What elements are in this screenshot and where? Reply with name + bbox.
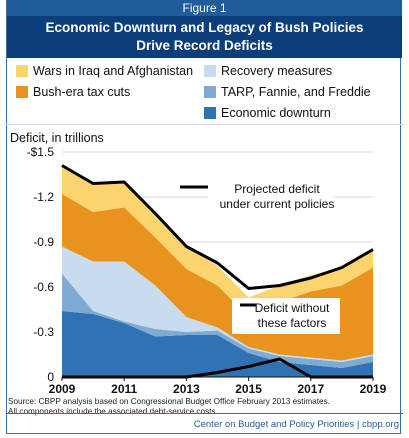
legend-label-recovery: Recovery measures xyxy=(221,64,333,78)
y-axis-label: Deficit, in trillions xyxy=(10,131,104,145)
legend-swatch-wars xyxy=(16,65,28,77)
annotation-projected-text: under current policies xyxy=(220,197,335,211)
area-wars-in-iraq-and-afghanistan xyxy=(62,165,373,317)
annotation-without-factors-text: these factors xyxy=(258,316,327,330)
annotation-projected-text: Projected deficit xyxy=(234,182,320,196)
y-tick-label: -0.6 xyxy=(33,280,54,294)
annotation-projected-box xyxy=(208,179,334,213)
legend-label-tax-cuts: Bush-era tax cuts xyxy=(33,85,131,99)
source-line-2: All components include the associated de… xyxy=(8,407,216,416)
legend-swatch-recovery xyxy=(204,65,216,77)
y-tick-label: -$1.5 xyxy=(27,145,55,159)
y-tick-label: -1.2 xyxy=(33,190,54,204)
chart-title-line-1: Economic Downturn and Legacy of Bush Pol… xyxy=(45,20,364,35)
credit-line: Center on Budget and Policy Priorities |… xyxy=(193,419,399,430)
x-tick-label: 2011 xyxy=(111,382,137,396)
area-recovery-measures xyxy=(62,246,373,362)
x-tick-label: 2015 xyxy=(235,382,262,396)
area-economic-downturn xyxy=(62,311,373,377)
legend-label-wars: Wars in Iraq and Afghanistan xyxy=(33,64,194,78)
chart-title: Economic Downturn and Legacy of Bush Pol… xyxy=(7,16,402,58)
x-tick-label: 2019 xyxy=(360,382,387,396)
chart-title-line-2: Drive Record Deficits xyxy=(136,38,273,53)
y-tick-label: -0.9 xyxy=(33,235,54,249)
x-tick-label: 2017 xyxy=(297,382,324,396)
source-note: Source: CBPP analysis based on Congressi… xyxy=(8,397,330,417)
x-tick-label: 2009 xyxy=(49,382,76,396)
legend-label-downturn: Economic downturn xyxy=(221,106,331,120)
chart-legend: Wars in Iraq and Afghanistan Bush-era ta… xyxy=(0,60,395,126)
annotation-without-factors-text: Deficit without xyxy=(255,301,330,315)
figure-label: Figure 1 xyxy=(7,0,402,16)
projected-deficit-line xyxy=(61,164,374,290)
y-tick-label: -0.3 xyxy=(33,325,54,339)
legend-swatch-tarp xyxy=(204,86,216,98)
y-tick-label: 0 xyxy=(47,370,54,384)
legend-divider xyxy=(6,124,403,125)
source-line-1: Source: CBPP analysis based on Congressi… xyxy=(8,397,330,406)
legend-label-tarp: TARP, Fannie, and Freddie xyxy=(221,85,371,99)
footer-divider xyxy=(6,413,403,414)
legend-swatch-tax-cuts xyxy=(16,86,28,98)
x-tick-label: 2013 xyxy=(173,382,200,396)
legend-swatch-downturn xyxy=(204,107,216,119)
